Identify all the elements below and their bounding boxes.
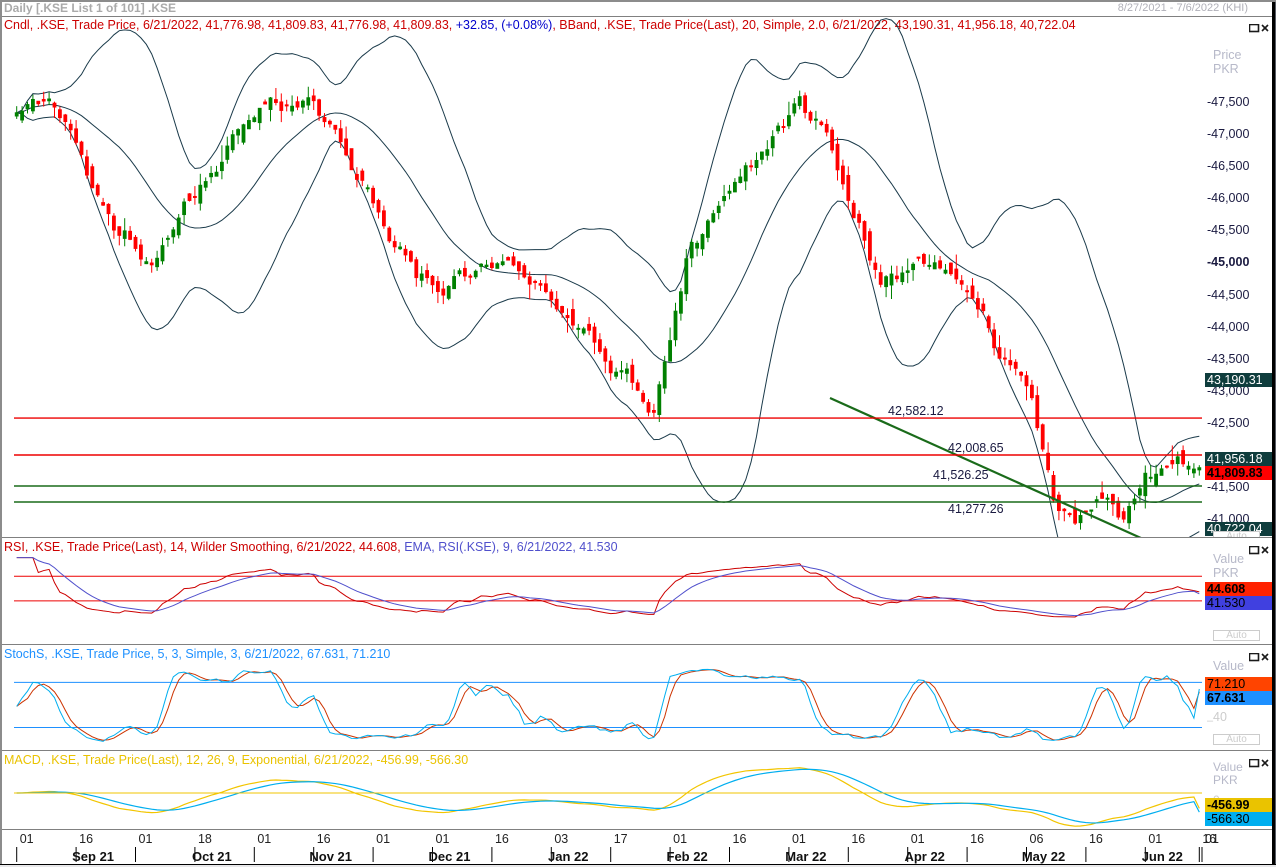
svg-text:-47,000: -47,000 [1207, 127, 1249, 141]
svg-text:-46,500: -46,500 [1207, 159, 1249, 173]
svg-text:-46,000: -46,000 [1207, 191, 1249, 205]
svg-text:-45,000: -45,000 [1207, 255, 1249, 269]
svg-text:-44,000: -44,000 [1207, 320, 1249, 334]
svg-text:41,526.25: 41,526.25 [933, 468, 989, 482]
svg-text:42,008.65: 42,008.65 [948, 441, 1004, 455]
svg-text:-41,500: -41,500 [1207, 480, 1249, 494]
svg-text:41,277.26: 41,277.26 [948, 502, 1004, 516]
svg-text:-44,500: -44,500 [1207, 288, 1249, 302]
svg-text:42,582.12: 42,582.12 [888, 404, 944, 418]
svg-text:-45,500: -45,500 [1207, 223, 1249, 237]
svg-text:-42,500: -42,500 [1207, 416, 1249, 430]
svg-text:-43,500: -43,500 [1207, 352, 1249, 366]
svg-text:-47,500: -47,500 [1207, 95, 1249, 109]
